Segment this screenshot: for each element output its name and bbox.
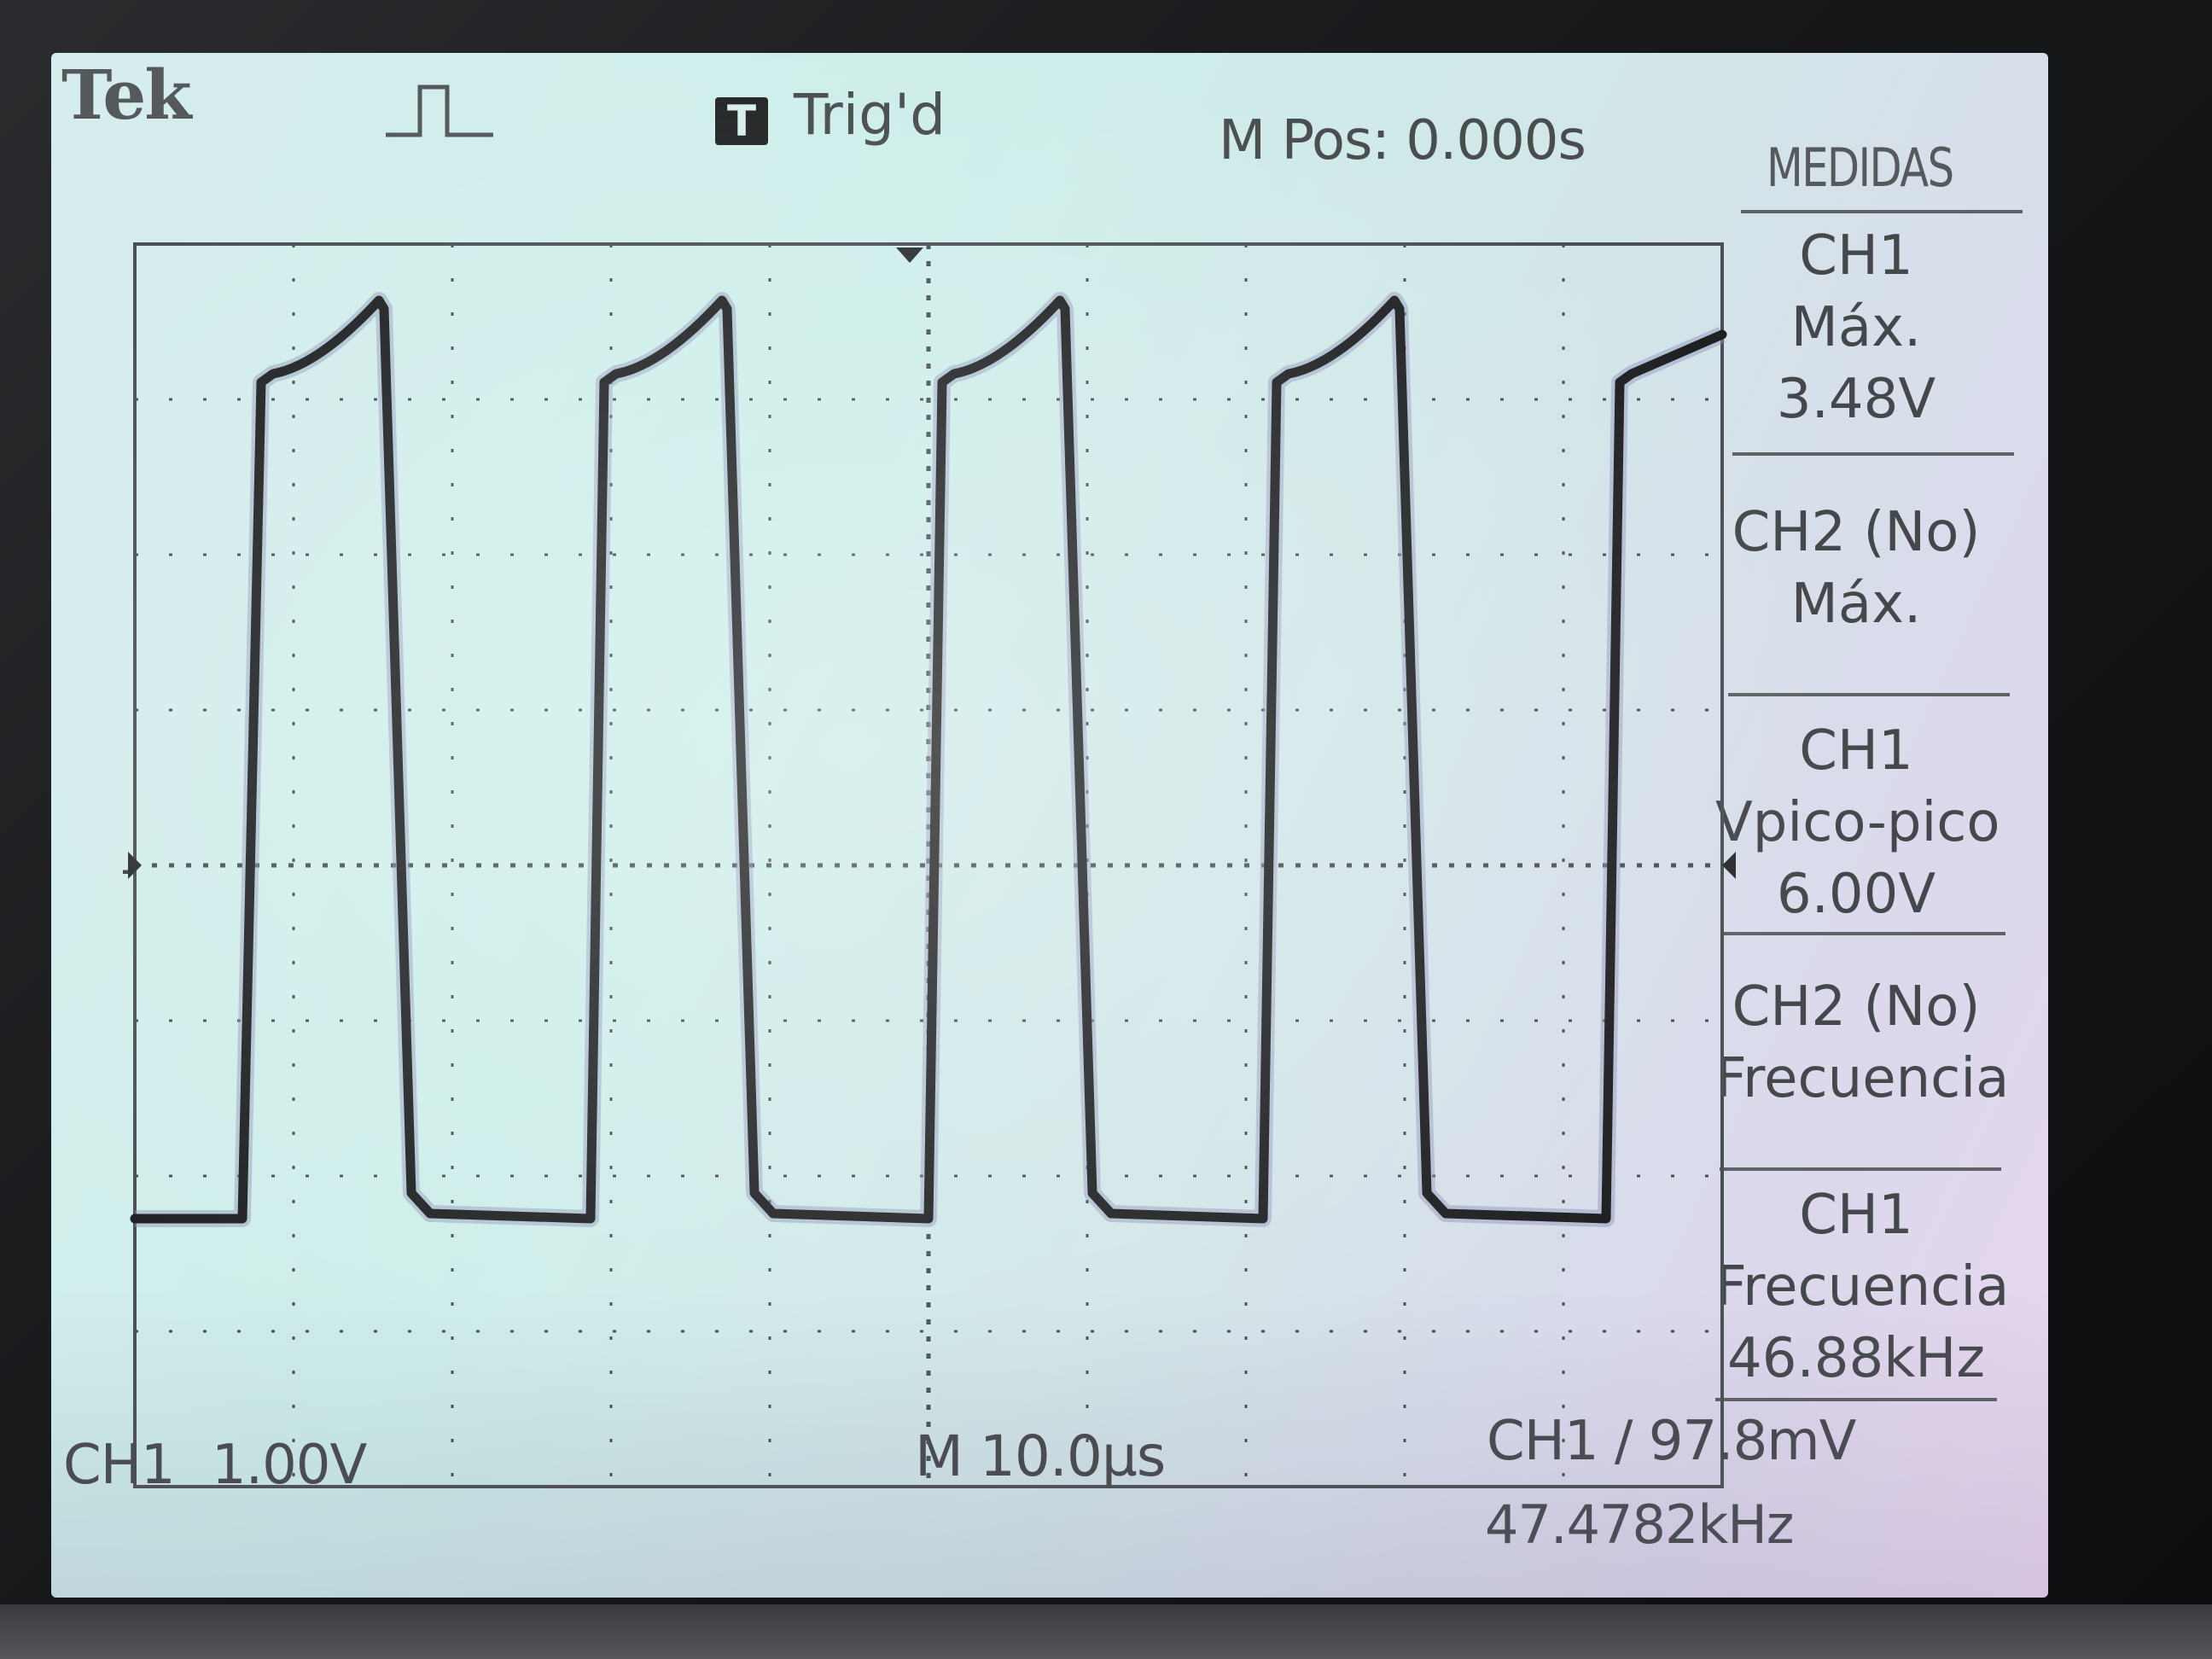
measurement-source: CH1 (1799, 224, 1913, 288)
measurement-ch1-frequency[interactable]: CH1 Frecuencia 46.88kHz (1715, 1179, 2010, 1394)
trigger-icon: T (715, 97, 768, 145)
measurement-type: Vpico-pico (1715, 791, 2000, 854)
menu-separator (1732, 452, 2014, 456)
volts-per-division: 1.00V (212, 1434, 367, 1497)
measurement-type: Frecuencia (1715, 1255, 2010, 1318)
trigger-frequency: 47.4782kHz (1485, 1493, 1794, 1556)
measurement-ch1-peak-to-peak[interactable]: CH1 Vpico-pico 6.00V (1715, 715, 2000, 930)
timebase-readout: M 10.0µs (915, 1423, 1166, 1489)
trigger-level-marker-icon (1722, 852, 1736, 879)
brand-logo: Tek (61, 55, 192, 135)
measurement-value: 46.88kHz (1727, 1327, 1985, 1390)
measurements-menu-title[interactable]: MEDIDAS (1767, 137, 1954, 199)
measurement-source: CH2 (No) (1732, 501, 1981, 564)
pulse-icon (386, 84, 493, 137)
menu-separator (1715, 1398, 1997, 1401)
trigger-marker-icon (896, 247, 923, 263)
trigger-status: Trig'd (794, 82, 946, 148)
measurement-type: Máx. (1790, 573, 1922, 636)
menu-separator (1724, 932, 2005, 935)
measurement-source: CH2 (No) (1732, 975, 1981, 1039)
menu-separator (1741, 210, 2023, 213)
menu-separator (1728, 693, 2010, 696)
measurement-source: CH1 (1799, 719, 1913, 783)
measurement-ch2-max[interactable]: CH2 (No) Máx. (1715, 497, 1997, 640)
measurement-type: Frecuencia (1715, 1047, 2010, 1110)
trigger-settings: CH1 ∕ 97.8mV (1487, 1410, 1856, 1473)
menu-separator (1720, 1167, 2001, 1171)
oscilloscope-screen: Tek T Trig'd M Pos: 0.000s MEDIDAS CH1 M… (51, 53, 2048, 1598)
channel-label[interactable]: CH1 (63, 1434, 176, 1497)
measurement-value: 3.48V (1776, 368, 1936, 431)
measurement-ch2-frequency[interactable]: CH2 (No) Frecuencia (1715, 971, 2010, 1115)
measurement-ch1-max[interactable]: CH1 Máx. 3.48V (1715, 220, 1997, 435)
horizontal-position: M Pos: 0.000s (1219, 109, 1586, 172)
trigger-readout: CH1 ∕ 97.8mV (1487, 1410, 1856, 1473)
bezel-bottom-edge (0, 1604, 2212, 1659)
waveform-graticule: 1 (123, 242, 1736, 1488)
measurement-value: 6.00V (1776, 863, 1936, 926)
measurement-type: Máx. (1790, 296, 1922, 359)
measurement-source: CH1 (1799, 1184, 1913, 1247)
waveform-trace (130, 295, 1727, 1224)
